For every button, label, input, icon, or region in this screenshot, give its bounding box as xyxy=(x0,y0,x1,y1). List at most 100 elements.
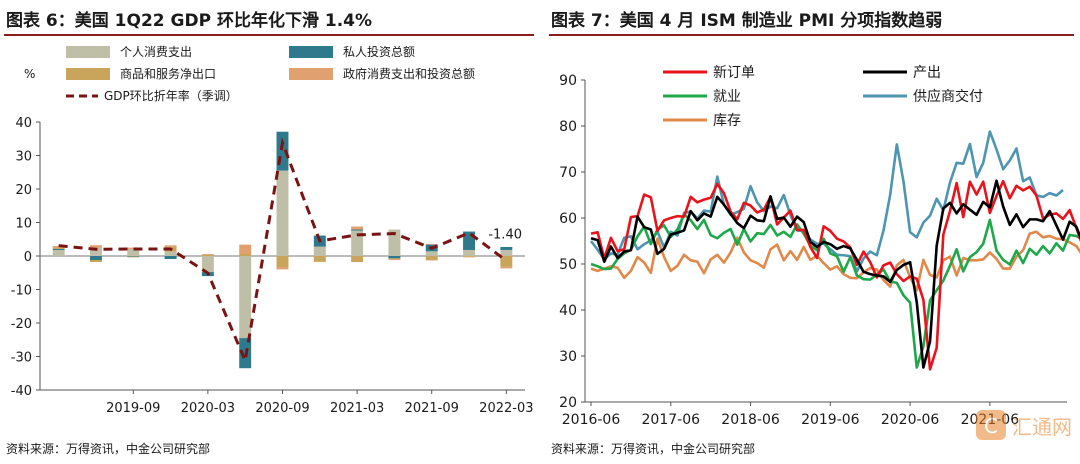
bar-segment xyxy=(52,248,65,250)
bar-segment xyxy=(52,249,65,256)
series-line xyxy=(590,230,1080,292)
legend-item: GDP环比折年率（季调） xyxy=(66,88,238,103)
legend-item: 商品和服务净出口 xyxy=(66,66,216,81)
y-tick-label: -40 xyxy=(11,384,32,399)
bar-segment xyxy=(89,260,102,263)
bar-segment xyxy=(164,256,177,260)
legend-label: 私人投资总额 xyxy=(343,44,415,59)
bar-segment xyxy=(388,256,401,259)
legend-item: 产出 xyxy=(863,65,941,81)
legend-label: 商品和服务净出口 xyxy=(120,66,216,81)
y-tick-label: 30 xyxy=(15,150,32,165)
x-tick-label: 2022-03 xyxy=(479,401,533,416)
bar-segment xyxy=(127,248,140,256)
bar-segment xyxy=(425,256,438,261)
bar-segment xyxy=(239,253,252,256)
legend-swatch xyxy=(289,68,333,80)
bar-segment xyxy=(388,258,401,260)
bar-segment xyxy=(351,226,364,230)
legend-label: 政府消费支出和投资总额 xyxy=(343,66,475,81)
y-tick-label: 70 xyxy=(559,165,577,181)
unit-label: % xyxy=(24,67,35,81)
legend-item: 库存 xyxy=(663,113,741,129)
bar-segment xyxy=(164,245,177,247)
bar-segment xyxy=(164,251,177,256)
bar-segment xyxy=(388,229,401,256)
legend-label: GDP环比折年率（季调） xyxy=(104,88,238,103)
legend-label: 产出 xyxy=(913,65,941,81)
bar-segment xyxy=(313,256,326,262)
y-tick-label: 0 xyxy=(24,250,32,265)
series-line xyxy=(590,179,1080,371)
bar-segment xyxy=(52,247,65,249)
watermark-text: 汇通网 xyxy=(1012,415,1072,439)
y-tick-label: 10 xyxy=(15,217,32,232)
watermark-logo-icon: C 汇通网 xyxy=(976,410,1072,440)
bar-segment xyxy=(351,230,364,256)
bar-segment xyxy=(201,256,214,273)
bar-segment xyxy=(313,261,326,263)
bar-segment xyxy=(239,244,252,254)
bar-segment xyxy=(388,259,401,261)
legend-item: 个人消费支出 xyxy=(66,45,192,59)
gdp-line xyxy=(58,137,508,366)
legend-label: 就业 xyxy=(713,89,741,105)
legend-label: 新订单 xyxy=(713,65,755,81)
y-tick-label: -30 xyxy=(11,351,32,366)
x-tick-label: 2020-03 xyxy=(181,401,235,416)
bar-segment xyxy=(500,249,513,256)
series-line xyxy=(590,179,1080,369)
legend-item: 新订单 xyxy=(663,65,755,81)
svg-text:C: C xyxy=(984,414,998,438)
legend-item: 政府消费支出和投资总额 xyxy=(289,66,475,81)
bar-segment xyxy=(89,245,102,248)
bar-segment xyxy=(276,131,289,171)
legend-item: 供应商交付 xyxy=(863,88,983,105)
bar-segment xyxy=(463,256,476,258)
y-tick-label: 80 xyxy=(559,119,577,135)
x-tick-label: 2020-06 xyxy=(881,412,940,428)
x-tick-label: 2016-06 xyxy=(562,412,621,428)
bar-segment xyxy=(127,256,140,257)
bar-segment xyxy=(201,254,214,256)
legend-swatch xyxy=(289,46,333,58)
bar-segment xyxy=(89,256,102,261)
y-tick-label: 40 xyxy=(559,303,577,319)
bar-segment xyxy=(500,266,513,269)
x-tick-label: 2018-06 xyxy=(721,412,780,428)
y-tick-label: 50 xyxy=(559,257,577,273)
bar-segment xyxy=(127,247,140,249)
x-tick-label: 2021-03 xyxy=(330,401,384,416)
bar-segment xyxy=(313,246,326,256)
legend-label: 个人消费支出 xyxy=(120,45,192,59)
right-chart-panel: 图表 7：美国 4 月 ISM 制造业 PMI 分项指数趋弱 新订单 产出 就业 供应… xyxy=(545,0,1080,464)
legend-label: 库存 xyxy=(713,113,741,129)
bar-segment xyxy=(463,231,476,250)
bar-segment xyxy=(500,246,513,250)
x-tick-label: 2017-06 xyxy=(642,412,701,428)
x-tick-label: 2020-09 xyxy=(255,401,309,416)
bar-segment xyxy=(425,251,438,256)
left-chart-title: 图表 6：美国 1Q22 GDP 环比年化下滑 1.4% xyxy=(6,11,373,31)
bar-segment xyxy=(463,256,476,257)
y-tick-label: 30 xyxy=(559,349,577,365)
bar-segment xyxy=(201,253,214,255)
y-tick-label: -20 xyxy=(11,317,32,332)
y-tick-label: 20 xyxy=(559,395,577,411)
legend-swatch xyxy=(66,68,110,80)
legend-label: 供应商交付 xyxy=(913,88,983,105)
right-chart-source: 资料来源：万得资讯，中金公司研究部 xyxy=(551,442,756,456)
bar-segment xyxy=(89,247,102,256)
x-tick-label: 2021-09 xyxy=(405,401,459,416)
y-tick-label: 20 xyxy=(15,183,32,198)
legend-item: 私人投资总额 xyxy=(289,44,415,59)
y-tick-label: 60 xyxy=(559,211,577,227)
left-chart-source: 资料来源：万得资讯，中金公司研究部 xyxy=(6,442,211,456)
bar-segment xyxy=(276,267,289,270)
left-chart-panel: 图表 6：美国 1Q22 GDP 环比年化下滑 1.4% 个人消费支出 私人投资总… xyxy=(4,11,534,456)
bar-segment xyxy=(276,256,289,268)
bar-segment xyxy=(276,170,289,256)
watermark: C 汇通网 xyxy=(974,404,1074,450)
